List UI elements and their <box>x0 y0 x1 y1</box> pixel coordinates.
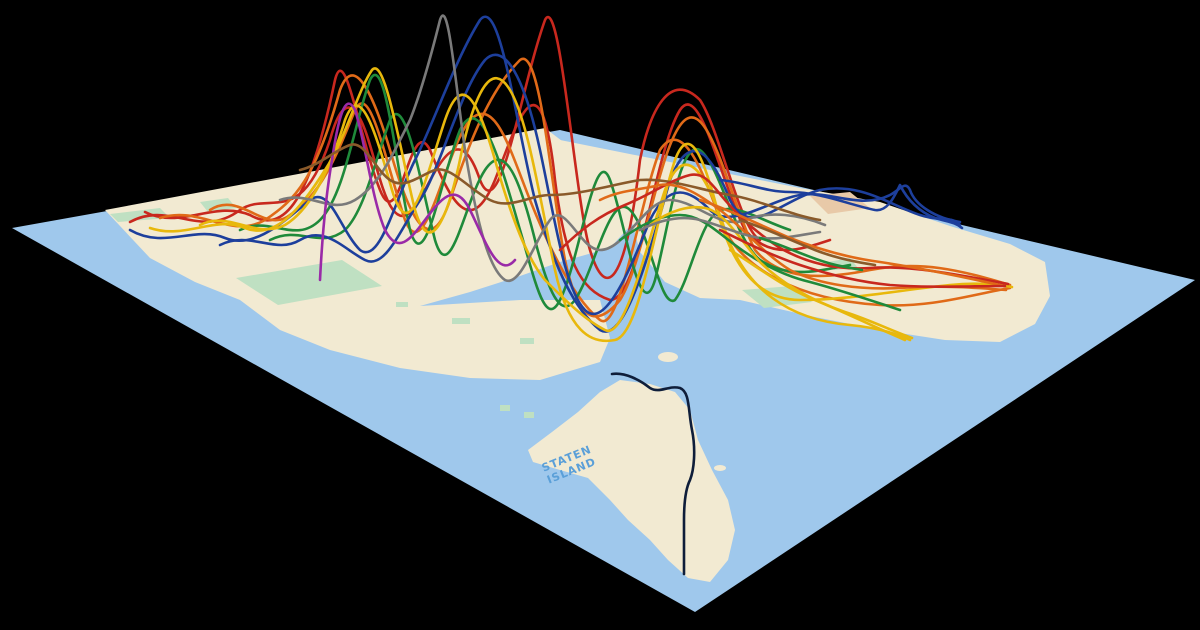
route-manhattan-purple[interactable] <box>318 102 517 282</box>
route-manhattan-green-2[interactable] <box>268 112 792 308</box>
route-layer <box>128 14 1014 576</box>
route-queens-green[interactable] <box>758 236 864 272</box>
route-queens-orange[interactable] <box>698 198 1006 288</box>
land-mainland-west <box>105 128 640 318</box>
route-manhattan-orange-2[interactable] <box>208 102 1012 323</box>
route-manhattan-yellow-2[interactable] <box>198 93 912 342</box>
route-manhattan-orange-1[interactable] <box>158 57 1012 318</box>
route-manhattan-blue-1[interactable] <box>128 15 962 333</box>
park-large <box>236 260 382 305</box>
route-queens-yellow[interactable] <box>728 248 907 342</box>
route-brooklyn-yellow[interactable] <box>648 205 914 340</box>
route-queens-brown[interactable] <box>738 218 877 267</box>
route-queens-red[interactable] <box>718 228 1007 288</box>
route-manhattan-gray[interactable] <box>278 14 827 283</box>
route-manhattan-red-1[interactable] <box>128 15 762 280</box>
island-small <box>658 352 678 362</box>
park-small-3 <box>396 302 408 307</box>
route-brooklyn-red[interactable] <box>558 173 1010 286</box>
route-manhattan-brown[interactable] <box>298 143 822 222</box>
route-queens-blue[interactable] <box>718 178 964 230</box>
route-staten-island-railway[interactable] <box>610 372 696 576</box>
park-small-1 <box>452 318 470 324</box>
park-small-5 <box>524 412 534 418</box>
park-small-2 <box>520 338 534 344</box>
park-small-4 <box>500 405 510 411</box>
land-lower-shore <box>240 300 610 380</box>
route-manhattan-red-2[interactable] <box>143 69 832 302</box>
park-northwest <box>110 208 170 222</box>
land-brooklyn-queens <box>560 140 1050 342</box>
island-tiny <box>714 465 726 471</box>
route-manhattan-blue-2[interactable] <box>218 53 962 316</box>
